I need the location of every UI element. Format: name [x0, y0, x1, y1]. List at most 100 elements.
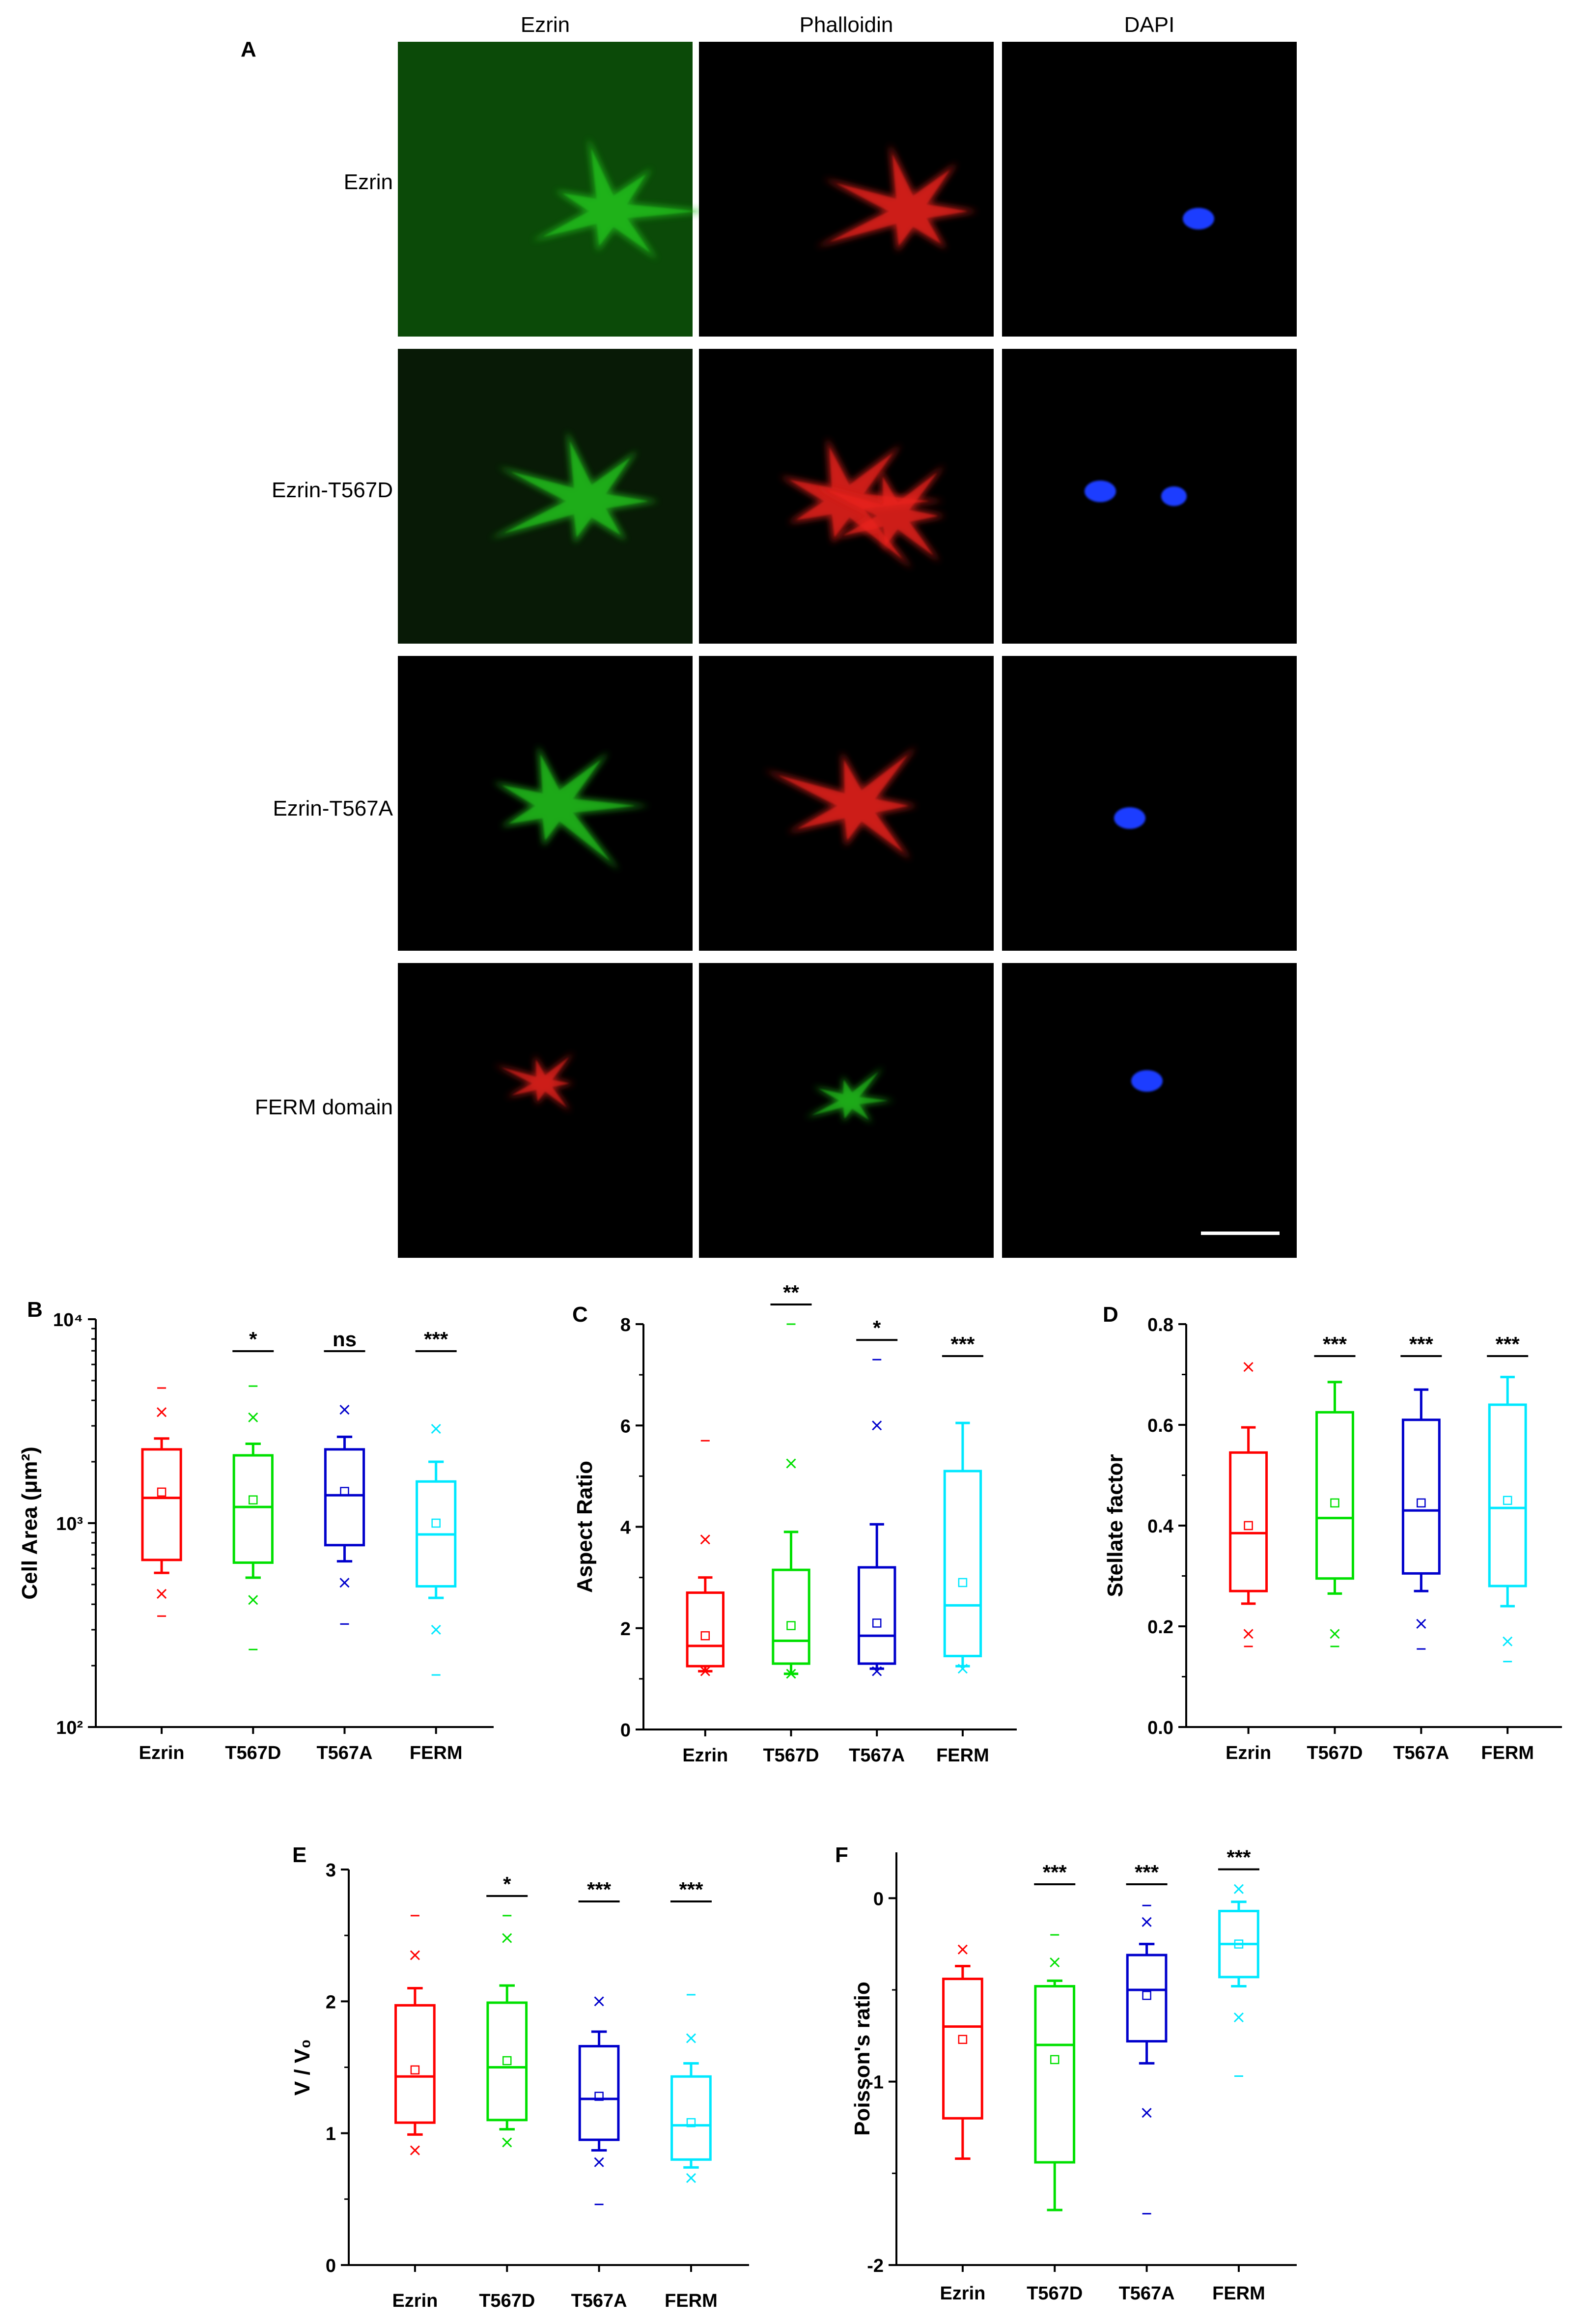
- mean-marker: [1330, 1498, 1339, 1508]
- x-tick-label: Ezrin: [1226, 1743, 1271, 1763]
- mean-marker: [786, 1621, 796, 1630]
- box-ezrin: [686, 1440, 724, 1676]
- panel-a-micrographs: A Ezrin Phalloidin DAPI Ezrin Ezrin-T567D Ezri…: [241, 13, 1297, 1258]
- x-tick-label: T567A: [849, 1745, 905, 1766]
- outlier-marker: [502, 2137, 512, 2148]
- tile-background: [398, 963, 693, 1258]
- y-axis-label: Poisson's ratio: [850, 1982, 874, 2136]
- chart-panel-d: D 0.0 0.2 0.4 0.6 0.8 Stellate factor Ezrin T567…: [1103, 1303, 1562, 1763]
- tile-background: [1002, 963, 1297, 1258]
- row-label: FERM domain: [255, 1095, 393, 1119]
- box-ferm: [1488, 1376, 1527, 1663]
- outlier-marker: [1330, 1629, 1340, 1639]
- tile-background: [1002, 349, 1297, 644]
- box-ezrin: [141, 1387, 182, 1617]
- outlier-marker: [157, 1407, 167, 1417]
- box-t567a: [858, 1359, 896, 1676]
- significance-label: ***: [1323, 1332, 1347, 1356]
- micrograph-tile: [1002, 656, 1297, 951]
- box-ferm: [670, 1994, 712, 2183]
- box-iqr: [1034, 1985, 1076, 2164]
- nucleus: [1085, 481, 1116, 502]
- box-ezrin: [394, 1915, 436, 2155]
- column-header: DAPI: [1124, 13, 1175, 37]
- cell-core: [778, 755, 909, 852]
- column-header: Ezrin: [521, 13, 570, 37]
- box-ezrin: [1229, 1362, 1268, 1647]
- significance-label: **: [783, 1281, 799, 1304]
- x-tick-label: T567D: [479, 2291, 535, 2311]
- row-label: Ezrin: [344, 170, 393, 194]
- mean-marker: [958, 2035, 968, 2044]
- outlier-marker: [594, 1996, 604, 2007]
- cell-core: [543, 148, 697, 253]
- box-iqr: [858, 1566, 896, 1665]
- nucleus: [1114, 807, 1145, 829]
- row-label: Ezrin-T567D: [272, 478, 393, 502]
- box-t567d: [232, 1385, 274, 1650]
- tile-background: [398, 42, 693, 337]
- outlier-marker: [339, 1405, 350, 1415]
- box-iqr: [670, 2075, 712, 2161]
- box-iqr: [772, 1568, 810, 1665]
- x-tick-label: Ezrin: [940, 2283, 985, 2304]
- y-tick-label: 6: [620, 1416, 631, 1437]
- cell-core: [811, 1072, 888, 1120]
- significance-label: *: [249, 1328, 257, 1351]
- x-tick-label: Ezrin: [682, 1745, 728, 1766]
- box-t567d: [1034, 1934, 1076, 2211]
- box-t567a: [1126, 1904, 1168, 2214]
- box-t567d: [772, 1323, 810, 1679]
- outlier-marker: [594, 2157, 604, 2167]
- y-tick-label: 0.2: [1147, 1617, 1173, 1638]
- outlier-marker: [502, 1933, 512, 1943]
- outlier-marker: [248, 1412, 258, 1422]
- mean-marker: [1417, 1498, 1426, 1508]
- box-t567a: [324, 1405, 365, 1625]
- y-tick-label: 0: [326, 2256, 336, 2276]
- box-iqr: [324, 1448, 365, 1547]
- y-axis-label: Cell Area (μm²): [18, 1446, 42, 1599]
- cell-core: [501, 1057, 570, 1107]
- y-axis-label: Aspect Ratio: [573, 1461, 597, 1593]
- outlier-marker: [1416, 1618, 1426, 1629]
- x-tick-label: FERM: [665, 2291, 718, 2311]
- box-ezrin: [942, 1944, 983, 2160]
- panel-label: C: [572, 1303, 588, 1327]
- micrograph-tile: [699, 963, 994, 1258]
- outlier-marker: [339, 1578, 350, 1588]
- mean-marker: [872, 1618, 882, 1628]
- box-t567a: [578, 1996, 620, 2206]
- y-tick-label: 2: [620, 1619, 631, 1640]
- outlier-marker: [248, 1595, 258, 1605]
- outlier-marker: [1142, 2108, 1152, 2118]
- outlier-marker: [1503, 1636, 1513, 1646]
- y-tick-label: 10⁴: [53, 1310, 83, 1331]
- box-iqr: [141, 1448, 182, 1561]
- y-tick-label: 0: [620, 1720, 631, 1741]
- y-axis-label: V / V₀: [290, 2039, 314, 2096]
- mean-marker: [594, 2092, 604, 2101]
- micrograph-tile: [398, 656, 693, 951]
- x-tick-label: T567A: [571, 2291, 627, 2311]
- panel-label: F: [835, 1843, 848, 1867]
- x-tick-label: FERM: [936, 1745, 989, 1766]
- y-tick-label: 1: [326, 2124, 336, 2145]
- mean-marker: [340, 1487, 349, 1496]
- mean-marker: [1503, 1496, 1512, 1505]
- cell-core: [830, 154, 967, 246]
- micrograph-tile: [699, 42, 994, 337]
- cell-core: [826, 473, 938, 555]
- box-iqr: [232, 1454, 274, 1564]
- mean-marker: [410, 2065, 420, 2075]
- significance-label: *: [873, 1316, 881, 1339]
- tile-background: [398, 349, 693, 644]
- panel-label: B: [27, 1298, 43, 1322]
- box-iqr: [686, 1591, 724, 1668]
- box-iqr: [578, 2045, 620, 2141]
- x-tick-label: T567D: [763, 1745, 819, 1766]
- column-header: Phalloidin: [800, 13, 893, 37]
- y-tick-label: -2: [867, 2256, 884, 2276]
